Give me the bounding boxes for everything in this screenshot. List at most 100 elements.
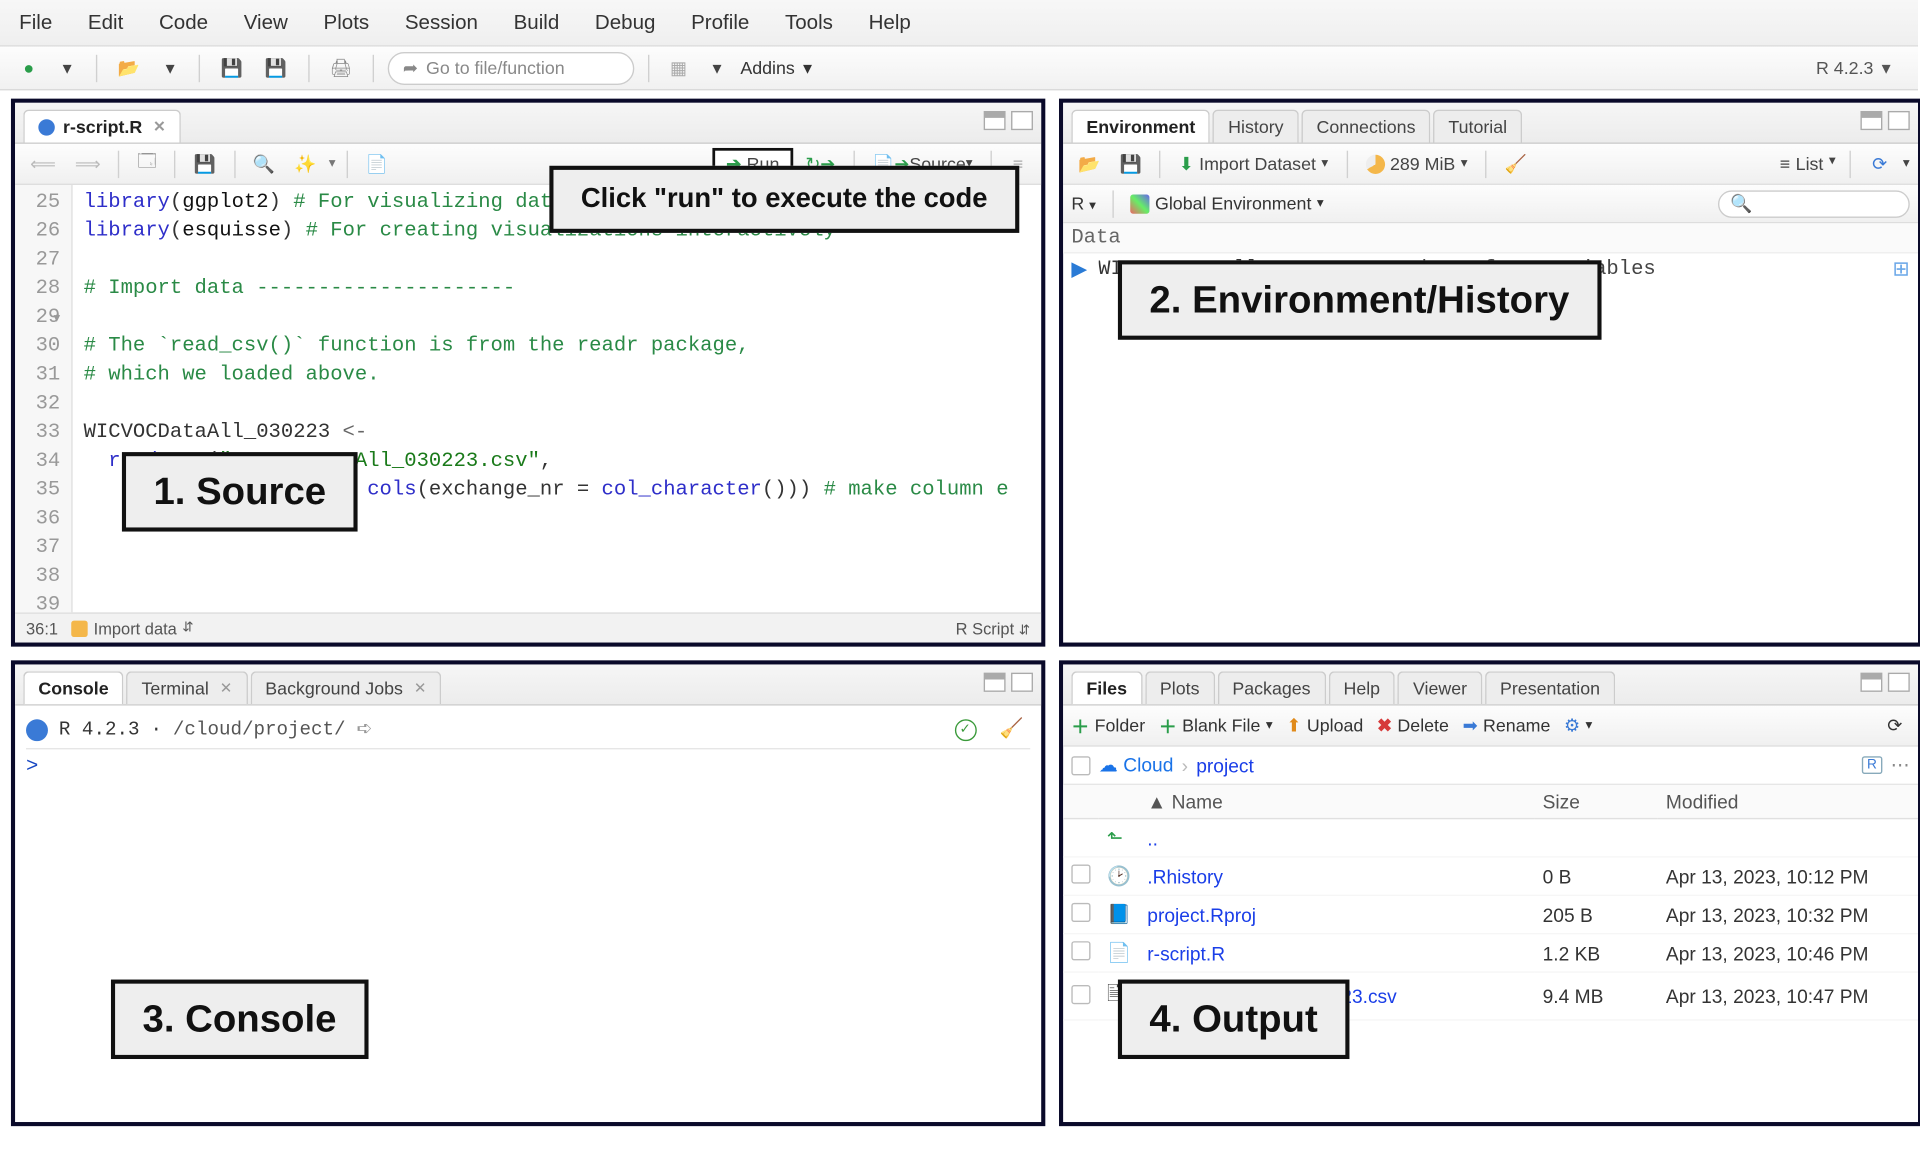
save-icon[interactable]: 💾 bbox=[214, 53, 250, 83]
chevron-down-icon[interactable]: ▾ bbox=[1903, 156, 1910, 171]
tab-environment[interactable]: Environment bbox=[1071, 110, 1210, 143]
col-size[interactable]: Size bbox=[1534, 785, 1657, 819]
section-nav[interactable]: Import data ⇵ bbox=[72, 619, 194, 638]
clear-console-icon[interactable]: 🧹 bbox=[993, 714, 1031, 744]
code-editor[interactable]: 25262728 ▾2930313233343536373839 library… bbox=[15, 185, 1041, 612]
menu-plots[interactable]: Plots bbox=[324, 11, 370, 34]
save-env-icon[interactable]: 💾 bbox=[1113, 149, 1149, 179]
menu-debug[interactable]: Debug bbox=[595, 11, 656, 34]
close-tab-icon[interactable]: ✕ bbox=[153, 118, 166, 136]
file-checkbox[interactable] bbox=[1071, 864, 1090, 883]
tab-plots[interactable]: Plots bbox=[1145, 671, 1215, 704]
menu-edit[interactable]: Edit bbox=[88, 11, 123, 34]
tab-tutorial[interactable]: Tutorial bbox=[1433, 110, 1522, 143]
view-table-icon[interactable]: ⊞ bbox=[1893, 256, 1910, 282]
tab-files[interactable]: Files bbox=[1071, 671, 1142, 704]
broom-icon[interactable]: 🧹 bbox=[1498, 149, 1534, 179]
rproj-badge-icon[interactable]: R bbox=[1862, 756, 1883, 774]
find-icon[interactable]: 🔍 bbox=[246, 149, 282, 179]
col-name[interactable]: ▲ Name bbox=[1139, 785, 1534, 819]
maximize-pane-icon[interactable] bbox=[1888, 673, 1910, 692]
back-icon[interactable]: ⟸ bbox=[23, 149, 62, 179]
addins-menu[interactable]: Addins ▾ bbox=[740, 57, 812, 79]
select-all-checkbox[interactable] bbox=[1071, 756, 1090, 775]
upload-button[interactable]: ⬆Upload bbox=[1286, 714, 1363, 736]
breadcrumb-project[interactable]: project bbox=[1196, 754, 1254, 776]
file-row[interactable]: 📄r-script.R1.2 KBApr 13, 2023, 10:46 PM bbox=[1063, 934, 1918, 972]
menu-build[interactable]: Build bbox=[514, 11, 560, 34]
goto-file-input[interactable]: ➦ Go to file/function bbox=[388, 51, 635, 84]
source-tab[interactable]: r-script.R ✕ bbox=[23, 110, 181, 143]
tab-viewer[interactable]: Viewer bbox=[1398, 671, 1482, 704]
path-arrow-icon[interactable]: ➪ bbox=[357, 718, 373, 741]
file-checkbox[interactable] bbox=[1071, 984, 1090, 1003]
open-dropdown-icon[interactable]: ▾ bbox=[155, 53, 185, 83]
file-checkbox[interactable] bbox=[1071, 941, 1090, 960]
file-checkbox[interactable] bbox=[1071, 903, 1090, 922]
new-folder-button[interactable]: ＋Folder bbox=[1071, 712, 1145, 738]
env-search-input[interactable]: 🔍 bbox=[1718, 190, 1910, 217]
rename-button[interactable]: ➡Rename bbox=[1463, 714, 1551, 736]
breadcrumb-cloud[interactable]: ☁ Cloud bbox=[1099, 754, 1174, 777]
grid-icon[interactable]: ▦ bbox=[663, 53, 694, 83]
minimize-pane-icon[interactable] bbox=[1860, 673, 1882, 692]
wand-icon[interactable]: ✨ bbox=[287, 149, 323, 179]
grid-dropdown-icon[interactable]: ▾ bbox=[702, 53, 732, 83]
forward-icon[interactable]: ⟹ bbox=[68, 149, 107, 179]
maximize-pane-icon[interactable] bbox=[1888, 111, 1910, 130]
file-row[interactable]: 📘project.Rproj205 BApr 13, 2023, 10:32 P… bbox=[1063, 895, 1918, 933]
tab-background-jobs[interactable]: Background Jobs ✕ bbox=[250, 671, 441, 704]
file-type-selector[interactable]: R Script ⇵ bbox=[956, 619, 1031, 638]
maximize-pane-icon[interactable] bbox=[1011, 111, 1033, 130]
chevron-down-icon[interactable]: ▾ bbox=[329, 156, 336, 171]
tab-history[interactable]: History bbox=[1213, 110, 1299, 143]
menu-help[interactable]: Help bbox=[869, 11, 911, 34]
new-file-icon[interactable]: ● bbox=[14, 53, 44, 83]
open-project-icon[interactable]: 📂 bbox=[111, 53, 147, 83]
expand-icon[interactable]: ▶ bbox=[1071, 256, 1087, 282]
menu-session[interactable]: Session bbox=[405, 11, 478, 34]
menu-view[interactable]: View bbox=[244, 11, 288, 34]
file-name[interactable]: project.Rproj bbox=[1139, 895, 1534, 933]
minimize-pane-icon[interactable] bbox=[1860, 111, 1882, 130]
menu-file[interactable]: File bbox=[19, 11, 52, 34]
minimize-pane-icon[interactable] bbox=[984, 673, 1006, 692]
minimize-pane-icon[interactable] bbox=[984, 111, 1006, 130]
menu-code[interactable]: Code bbox=[159, 11, 208, 34]
delete-button[interactable]: ✖Delete bbox=[1377, 714, 1449, 736]
tab-presentation[interactable]: Presentation bbox=[1485, 671, 1615, 704]
tab-console[interactable]: Console bbox=[23, 671, 123, 704]
menu-tools[interactable]: Tools bbox=[785, 11, 833, 34]
maximize-pane-icon[interactable] bbox=[1011, 673, 1033, 692]
code-area[interactable]: library(ggplot2) # For visualizing datal… bbox=[73, 185, 1009, 612]
file-name[interactable]: .Rhistory bbox=[1139, 857, 1534, 895]
open-env-icon[interactable]: 📂 bbox=[1071, 149, 1107, 179]
memory-indicator[interactable]: 289 MiB ▾ bbox=[1358, 149, 1474, 179]
list-mode-button[interactable]: ≡ List ▾ bbox=[1780, 153, 1836, 174]
refresh-icon[interactable]: ⟳ bbox=[1865, 149, 1895, 179]
console-body[interactable]: R 4.2.3 · /cloud/project/ ➪ ✓ 🧹 > bbox=[15, 706, 1041, 1122]
save-all-icon[interactable]: 💾 bbox=[258, 53, 294, 83]
file-name[interactable]: r-script.R bbox=[1139, 934, 1534, 972]
r-version-selector[interactable]: R 4.2.3 ▾ bbox=[1816, 57, 1891, 79]
outline-icon[interactable]: 📄 bbox=[359, 149, 395, 179]
menu-profile[interactable]: Profile bbox=[691, 11, 749, 34]
more-button[interactable]: ⚙▾ bbox=[1564, 714, 1592, 736]
import-dataset-button[interactable]: ⬇ Import Dataset ▾ bbox=[1172, 149, 1335, 179]
tab-help[interactable]: Help bbox=[1328, 671, 1395, 704]
refresh-files-icon[interactable]: ⟳ bbox=[1880, 710, 1910, 740]
file-row[interactable]: 🕑.Rhistory0 BApr 13, 2023, 10:12 PM bbox=[1063, 857, 1918, 895]
scope-selector[interactable]: Global Environment ▾ bbox=[1130, 193, 1323, 214]
file-row-up[interactable]: ⬑.. bbox=[1063, 819, 1918, 857]
tab-packages[interactable]: Packages bbox=[1217, 671, 1325, 704]
more-path-icon[interactable]: ⋯ bbox=[1891, 754, 1910, 777]
save-source-icon[interactable]: 💾 bbox=[187, 149, 223, 179]
language-selector[interactable]: R ▾ bbox=[1071, 193, 1096, 214]
new-file-dropdown-icon[interactable]: ▾ bbox=[52, 53, 82, 83]
tab-connections[interactable]: Connections bbox=[1301, 110, 1430, 143]
tab-terminal[interactable]: Terminal ✕ bbox=[126, 671, 247, 704]
show-in-new-window-icon[interactable]: 🗔 bbox=[131, 149, 164, 179]
new-blank-file-button[interactable]: ＋Blank File▾ bbox=[1159, 712, 1273, 738]
print-icon[interactable]: 🖨 bbox=[323, 53, 359, 83]
col-modified[interactable]: Modified bbox=[1658, 785, 1918, 819]
